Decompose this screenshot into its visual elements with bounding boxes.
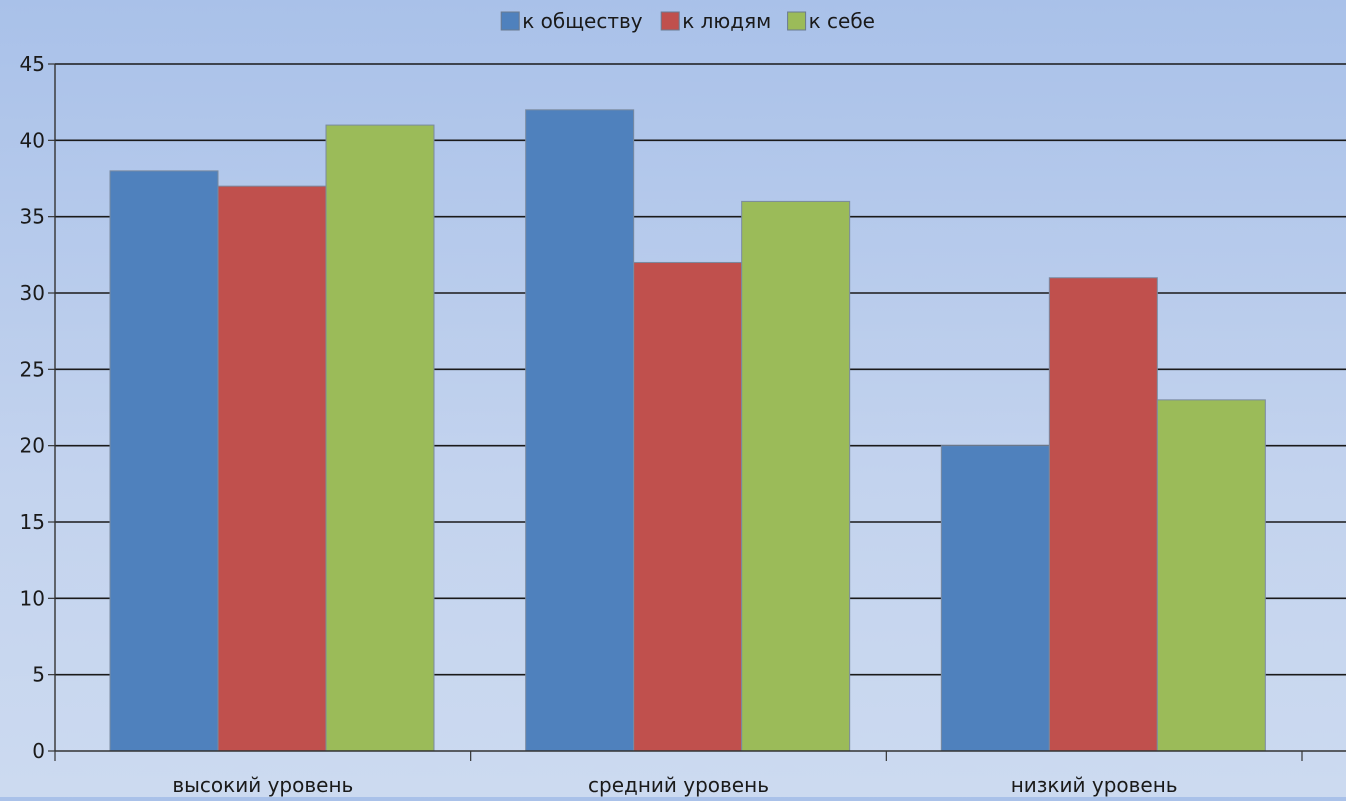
legend-label: к обществу bbox=[522, 9, 643, 33]
y-tick-label: 25 bbox=[20, 357, 45, 381]
legend-swatch bbox=[500, 11, 520, 31]
bar bbox=[741, 200, 851, 752]
legend: к обществу к людям к себе bbox=[500, 9, 875, 33]
y-tick-label: 40 bbox=[20, 128, 45, 152]
bar bbox=[1048, 277, 1158, 752]
legend-item: к людям bbox=[660, 9, 771, 33]
y-tick-label: 35 bbox=[20, 205, 45, 229]
y-axis-ticks: 0 5 10 15 20 25 30 35 40 45 bbox=[20, 52, 55, 763]
bar bbox=[633, 261, 743, 752]
axes bbox=[54, 64, 1346, 752]
legend-label: к людям bbox=[682, 9, 771, 33]
y-tick-label: 45 bbox=[20, 52, 45, 76]
y-tick-label: 10 bbox=[20, 586, 45, 610]
x-tick-label: высокий уровень bbox=[172, 773, 353, 797]
bar bbox=[325, 124, 435, 752]
legend-item: к себе bbox=[787, 9, 875, 33]
y-tick-label: 15 bbox=[20, 510, 45, 534]
legend-label: к себе bbox=[809, 9, 875, 33]
bar bbox=[940, 445, 1050, 752]
x-axis-ticks: высокий уровень средний уровень низкий уро… bbox=[54, 751, 1303, 797]
y-tick-label: 5 bbox=[32, 663, 45, 687]
y-tick-label: 0 bbox=[32, 739, 45, 763]
bar bbox=[525, 109, 635, 752]
x-tick-label: средний уровень bbox=[588, 773, 769, 797]
legend-item: к обществу bbox=[500, 9, 643, 33]
y-tick-label: 20 bbox=[20, 434, 45, 458]
legend-swatch bbox=[660, 11, 680, 31]
y-tick-label: 30 bbox=[20, 281, 45, 305]
bar bbox=[217, 185, 327, 752]
legend-swatch bbox=[787, 11, 807, 31]
bars bbox=[109, 109, 1266, 752]
x-tick-label: низкий уровень bbox=[1011, 773, 1178, 797]
bar bbox=[1156, 399, 1266, 752]
bar bbox=[109, 170, 219, 752]
